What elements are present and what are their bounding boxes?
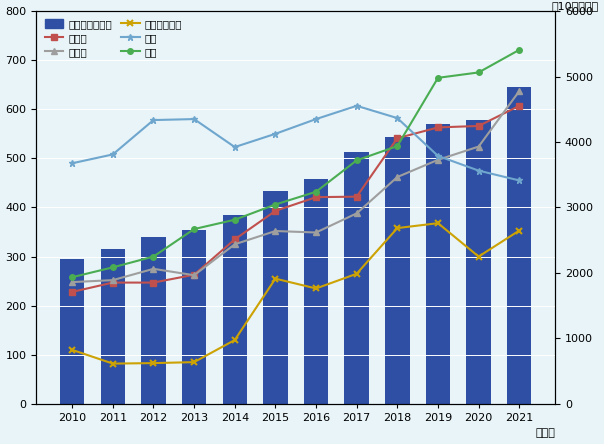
Bar <box>182 230 207 404</box>
Bar <box>101 249 125 404</box>
Bar <box>304 179 328 404</box>
Bar <box>507 87 532 404</box>
Bar <box>60 259 85 404</box>
Bar <box>141 237 165 404</box>
Y-axis label: （10億ドル）: （10億ドル） <box>551 1 599 11</box>
Bar <box>385 138 410 404</box>
Bar <box>466 120 491 404</box>
Bar <box>344 152 369 404</box>
Bar <box>263 191 288 404</box>
Bar <box>426 124 450 404</box>
Legend: 世界計（右軸）, カナダ, ドイツ, アイルランド, 英国, 日本: 世界計（右軸）, カナダ, ドイツ, アイルランド, 英国, 日本 <box>42 16 185 60</box>
Bar <box>222 215 247 404</box>
X-axis label: （年）: （年） <box>535 428 555 438</box>
